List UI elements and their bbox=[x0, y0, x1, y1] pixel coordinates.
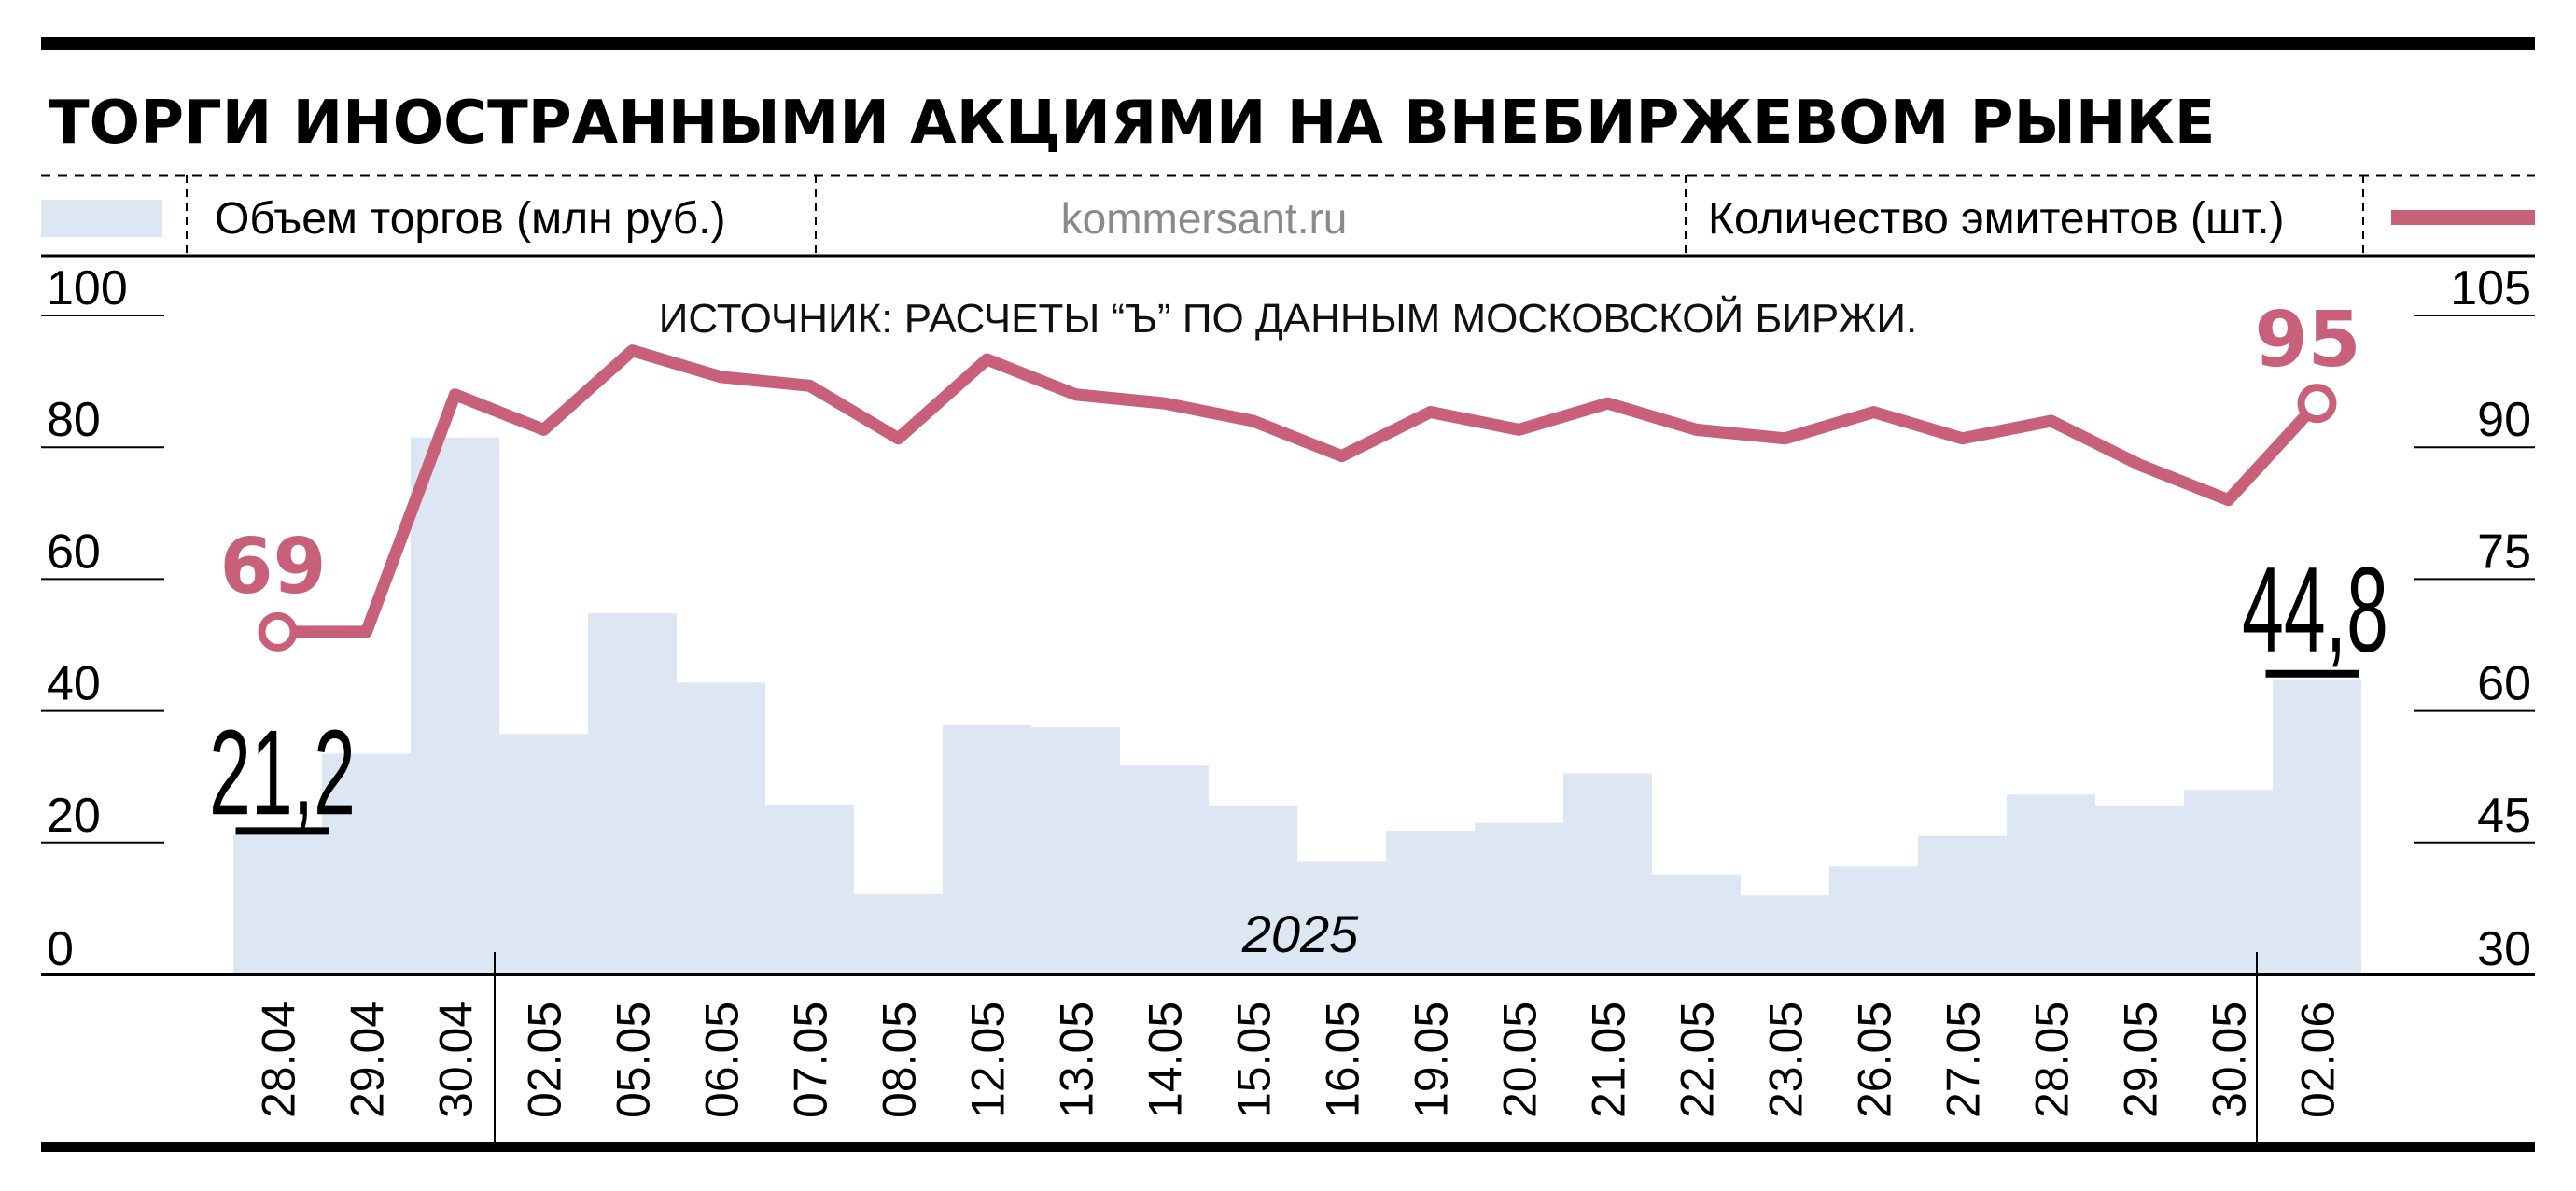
x-tick-label: 29.04 bbox=[342, 1002, 394, 1118]
x-tick-label: 23.05 bbox=[1760, 1002, 1813, 1118]
bar bbox=[233, 834, 322, 974]
bar bbox=[1297, 861, 1386, 974]
bar bbox=[588, 613, 677, 974]
x-tick-label: 06.05 bbox=[696, 1002, 749, 1118]
left-tick-label: 80 bbox=[47, 393, 101, 447]
site-label: kommersant.ru bbox=[1061, 194, 1348, 243]
x-tick-label: 28.04 bbox=[253, 1002, 305, 1118]
bar-callout-last: 44,8 bbox=[2242, 541, 2388, 677]
x-tick-label: 29.05 bbox=[2115, 1002, 2167, 1118]
chart-title: ТОРГИ ИНОСТРАННЫМИ АКЦИЯМИ НА ВНЕБИРЖЕВО… bbox=[49, 89, 2215, 158]
bar bbox=[1563, 773, 1652, 974]
x-tick-label: 05.05 bbox=[608, 1002, 660, 1118]
x-axis: 28.04 29.04 30.04 02.05 05.05 06.05 07.05 08.05… bbox=[253, 1002, 2345, 1118]
bar bbox=[1652, 874, 1741, 974]
left-axis: 100 80 60 40 20 0 bbox=[41, 261, 164, 976]
top-rule bbox=[41, 37, 2535, 50]
line-series bbox=[258, 344, 2337, 652]
legend-line-label: Количество эмитентов (шт.) bbox=[1708, 194, 2285, 244]
bar bbox=[1031, 727, 1120, 974]
x-tick-label: 16.05 bbox=[1317, 1002, 1369, 1118]
bar bbox=[1829, 866, 1918, 974]
x-tick-label: 20.05 bbox=[1494, 1002, 1547, 1118]
right-axis: 105 90 75 60 45 30 bbox=[2414, 261, 2535, 976]
bar bbox=[2007, 794, 2095, 974]
right-tick-label: 60 bbox=[2477, 657, 2531, 711]
x-tick-label: 21.05 bbox=[1583, 1002, 1635, 1118]
bar bbox=[1386, 831, 1475, 974]
x-tick-label: 02.06 bbox=[2292, 1002, 2345, 1118]
bar bbox=[943, 725, 1031, 974]
right-tick-label: 30 bbox=[2477, 922, 2531, 976]
line-callout-last: 95 bbox=[2254, 296, 2360, 385]
bar bbox=[499, 734, 588, 974]
left-tick-label: 100 bbox=[47, 261, 128, 315]
x-tick-label: 13.05 bbox=[1051, 1002, 1103, 1118]
bar bbox=[765, 804, 854, 974]
line-endpoint-marker bbox=[2297, 384, 2337, 424]
right-tick-label: 75 bbox=[2477, 525, 2531, 579]
legend-bar-label: Объем торгов (млн руб.) bbox=[215, 194, 725, 244]
left-tick-label: 60 bbox=[47, 525, 101, 579]
bar-series bbox=[233, 437, 2361, 974]
bar bbox=[322, 753, 411, 974]
x-tick-label: 02.05 bbox=[519, 1002, 571, 1118]
bar bbox=[1741, 895, 1829, 974]
x-tick-label: 30.04 bbox=[430, 1002, 483, 1118]
bar bbox=[677, 682, 765, 974]
legend-bar-swatch bbox=[41, 200, 162, 237]
bar bbox=[1918, 835, 2007, 974]
right-tick-label: 90 bbox=[2477, 393, 2531, 447]
bar bbox=[2273, 679, 2361, 974]
x-tick-label: 07.05 bbox=[785, 1002, 837, 1118]
bar bbox=[1120, 765, 1209, 974]
bottom-rule bbox=[41, 1142, 2535, 1152]
year-label: 2025 bbox=[1241, 904, 1359, 963]
right-tick-label: 45 bbox=[2477, 789, 2531, 843]
x-tick-label: 27.05 bbox=[1938, 1002, 1990, 1118]
legend: Объем торгов (млн руб.) kommersant.ru Ко… bbox=[41, 174, 2535, 258]
x-tick-label: 26.05 bbox=[1849, 1002, 1901, 1118]
line-callout-first: 69 bbox=[219, 523, 326, 611]
bar bbox=[2095, 806, 2184, 974]
bar bbox=[1209, 806, 1297, 974]
x-tick-label: 19.05 bbox=[1406, 1002, 1458, 1118]
x-tick-label: 15.05 bbox=[1228, 1002, 1281, 1118]
bar-callout-first: 21,2 bbox=[209, 705, 356, 840]
left-tick-label: 0 bbox=[47, 922, 74, 976]
left-tick-label: 20 bbox=[47, 789, 101, 843]
x-tick-label: 12.05 bbox=[962, 1002, 1015, 1118]
x-tick-label: 14.05 bbox=[1140, 1002, 1192, 1118]
x-tick-label: 30.05 bbox=[2204, 1002, 2256, 1118]
line-endpoint-marker bbox=[258, 611, 298, 652]
series-line bbox=[272, 344, 2323, 638]
bar bbox=[411, 437, 499, 974]
x-tick-label: 22.05 bbox=[1672, 1002, 1724, 1118]
source-note: ИСТОЧНИК: РАСЧЕТЫ “Ъ” ПО ДАННЫМ МОСКОВСК… bbox=[659, 294, 1917, 342]
x-tick-label: 28.05 bbox=[2026, 1002, 2079, 1118]
x-tick-label: 08.05 bbox=[874, 1002, 926, 1118]
bar bbox=[2184, 790, 2273, 974]
bar bbox=[1475, 822, 1563, 974]
bar bbox=[854, 893, 943, 974]
right-tick-label: 105 bbox=[2450, 261, 2531, 315]
left-tick-label: 40 bbox=[47, 657, 101, 711]
